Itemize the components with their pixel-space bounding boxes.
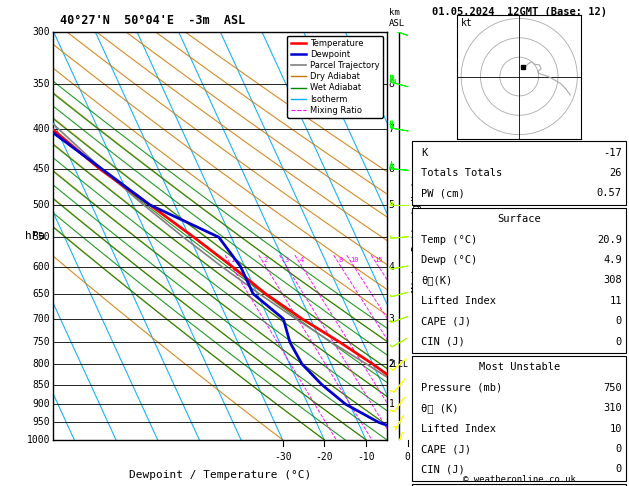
Text: CIN (J): CIN (J) xyxy=(421,465,465,474)
Text: 40: 40 xyxy=(569,452,580,462)
Bar xyxy=(412,208,626,353)
Text: 4: 4 xyxy=(389,261,394,272)
Text: -20: -20 xyxy=(316,452,333,462)
Text: 700: 700 xyxy=(33,314,50,324)
Text: Totals Totals: Totals Totals xyxy=(421,168,503,178)
Text: 10: 10 xyxy=(350,258,359,263)
Text: 800: 800 xyxy=(33,359,50,369)
Text: 8: 8 xyxy=(339,258,343,263)
Text: 6: 6 xyxy=(389,164,394,174)
Text: 400: 400 xyxy=(33,124,50,134)
Text: 11: 11 xyxy=(610,296,622,306)
Text: θᴇ(K): θᴇ(K) xyxy=(421,276,452,285)
Text: 4: 4 xyxy=(300,258,304,263)
Legend: Temperature, Dewpoint, Parcel Trajectory, Dry Adiabat, Wet Adiabat, Isotherm, Mi: Temperature, Dewpoint, Parcel Trajectory… xyxy=(287,36,382,118)
Text: 10: 10 xyxy=(443,452,455,462)
Text: 7: 7 xyxy=(389,124,394,134)
Text: hPa: hPa xyxy=(25,231,45,241)
Text: 0.57: 0.57 xyxy=(597,189,622,198)
Text: 26: 26 xyxy=(610,168,622,178)
Text: © weatheronline.co.uk: © weatheronline.co.uk xyxy=(463,474,576,484)
Text: 650: 650 xyxy=(33,289,50,299)
Text: Most Unstable: Most Unstable xyxy=(479,363,560,372)
Text: 10: 10 xyxy=(610,424,622,434)
Text: Dewp (°C): Dewp (°C) xyxy=(421,255,477,265)
Text: 0: 0 xyxy=(616,316,622,326)
Text: 5: 5 xyxy=(389,200,394,210)
Text: 20.9: 20.9 xyxy=(597,235,622,244)
Text: θᴇ (K): θᴇ (K) xyxy=(421,403,459,413)
Text: 300: 300 xyxy=(33,27,50,36)
Text: 500: 500 xyxy=(33,200,50,210)
Text: Surface: Surface xyxy=(498,214,541,224)
Text: 2: 2 xyxy=(264,258,268,263)
Text: -17: -17 xyxy=(603,148,622,157)
Text: 3: 3 xyxy=(389,314,394,324)
Text: Pressure (mb): Pressure (mb) xyxy=(421,383,503,393)
Text: 0: 0 xyxy=(616,337,622,347)
Bar xyxy=(412,356,626,481)
Text: 20: 20 xyxy=(485,452,497,462)
Text: 750: 750 xyxy=(33,337,50,347)
Text: PW (cm): PW (cm) xyxy=(421,189,465,198)
Text: 4.9: 4.9 xyxy=(603,255,622,265)
Text: Lifted Index: Lifted Index xyxy=(421,424,496,434)
Text: Mixing Ratio (g/kg): Mixing Ratio (g/kg) xyxy=(412,180,422,292)
Text: 850: 850 xyxy=(33,380,50,390)
Text: 350: 350 xyxy=(33,79,50,89)
Text: 308: 308 xyxy=(603,276,622,285)
Text: K: K xyxy=(421,148,427,157)
Text: 550: 550 xyxy=(33,232,50,242)
Text: 310: 310 xyxy=(603,403,622,413)
Text: -30: -30 xyxy=(274,452,291,462)
Text: Temp (°C): Temp (°C) xyxy=(421,235,477,244)
Text: 3: 3 xyxy=(284,258,289,263)
Text: 8: 8 xyxy=(389,79,394,89)
Text: 2: 2 xyxy=(389,359,394,369)
Text: 600: 600 xyxy=(33,261,50,272)
Text: 0: 0 xyxy=(404,452,411,462)
Text: 900: 900 xyxy=(33,399,50,409)
Text: CAPE (J): CAPE (J) xyxy=(421,444,471,454)
Text: -10: -10 xyxy=(357,452,375,462)
Bar xyxy=(412,484,626,486)
Text: 1: 1 xyxy=(389,399,394,409)
Text: CIN (J): CIN (J) xyxy=(421,337,465,347)
Text: 1000: 1000 xyxy=(26,435,50,445)
Text: 950: 950 xyxy=(33,417,50,428)
Text: 2LCL: 2LCL xyxy=(389,360,408,369)
Text: 0: 0 xyxy=(616,465,622,474)
Text: km
ASL: km ASL xyxy=(389,8,404,28)
Bar xyxy=(412,141,626,205)
Text: 01.05.2024  12GMT (Base: 12): 01.05.2024 12GMT (Base: 12) xyxy=(431,7,607,17)
Text: Lifted Index: Lifted Index xyxy=(421,296,496,306)
Text: 1: 1 xyxy=(230,258,234,263)
Text: 450: 450 xyxy=(33,164,50,174)
Text: 40°27'N  50°04'E  -3m  ASL: 40°27'N 50°04'E -3m ASL xyxy=(60,14,245,27)
Text: 30: 30 xyxy=(527,452,538,462)
Text: Dewpoint / Temperature (°C): Dewpoint / Temperature (°C) xyxy=(129,470,311,481)
Text: 0: 0 xyxy=(616,444,622,454)
Text: 15: 15 xyxy=(374,258,383,263)
Text: 750: 750 xyxy=(603,383,622,393)
Text: CAPE (J): CAPE (J) xyxy=(421,316,471,326)
